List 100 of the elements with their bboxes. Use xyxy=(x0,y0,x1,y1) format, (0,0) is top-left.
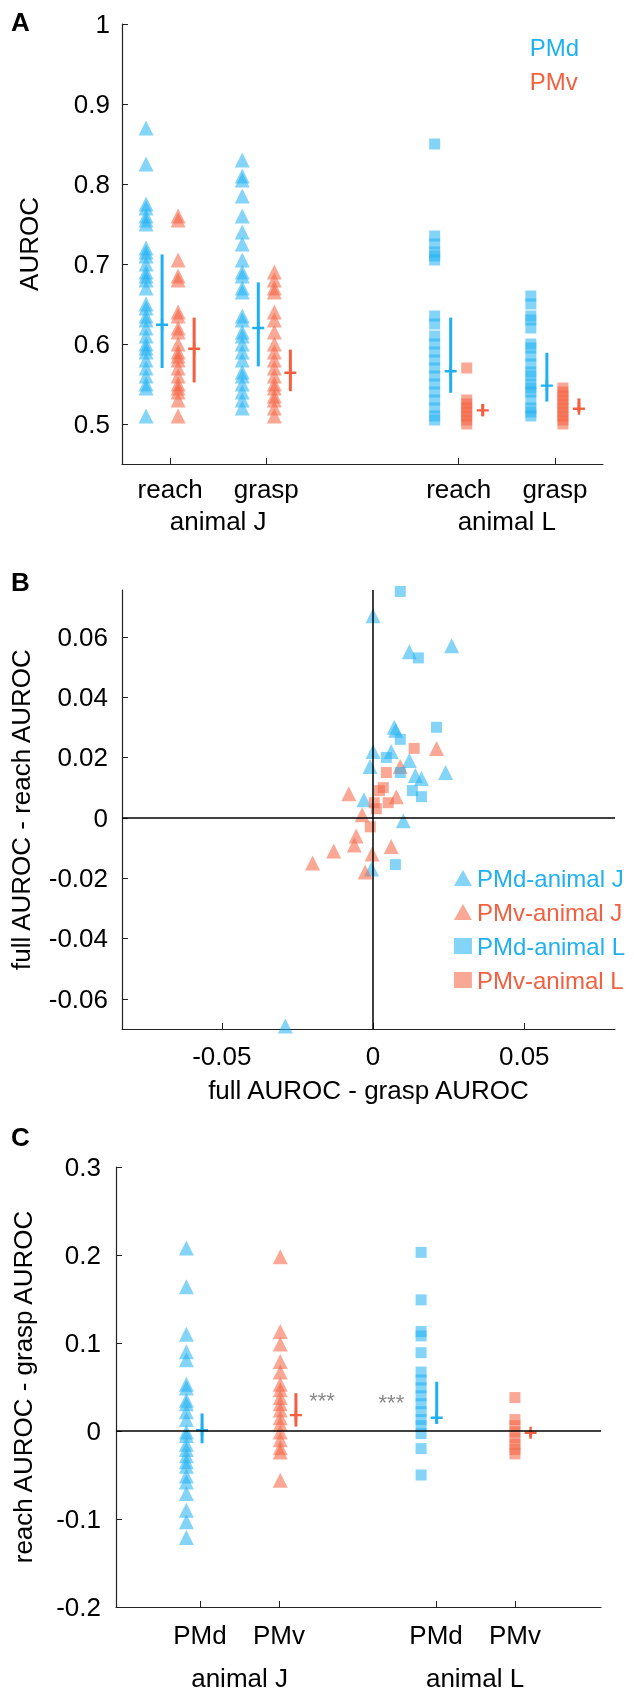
point xyxy=(272,1353,288,1369)
point xyxy=(266,312,282,328)
point xyxy=(178,1529,194,1545)
point xyxy=(525,322,537,334)
point xyxy=(170,408,186,424)
point xyxy=(170,392,186,408)
y-tick-label: 0.8 xyxy=(73,169,110,199)
point xyxy=(170,308,186,324)
y-tick-label: -0.2 xyxy=(56,1592,101,1622)
text: reach xyxy=(137,474,203,504)
point xyxy=(234,224,250,240)
point xyxy=(415,1443,427,1455)
point xyxy=(415,1347,427,1359)
point xyxy=(178,1474,194,1490)
point xyxy=(266,324,282,340)
point xyxy=(524,1426,537,1439)
legend-label: PMd-animal J xyxy=(476,864,624,892)
text: PMv xyxy=(488,1620,541,1650)
y-tick-label: -0.1 xyxy=(56,1504,101,1534)
text: animal L xyxy=(425,1663,525,1693)
point xyxy=(272,1249,288,1265)
annotation: *** xyxy=(378,1390,405,1416)
point xyxy=(341,786,357,802)
text: animal J xyxy=(191,1663,289,1693)
point xyxy=(476,404,489,417)
point xyxy=(415,1246,427,1258)
point xyxy=(380,751,392,763)
point xyxy=(429,318,441,330)
x-axis-title: full AUROC - grasp AUROC xyxy=(208,1075,529,1105)
point xyxy=(525,410,537,422)
y-tick-label: -0.02 xyxy=(48,863,108,894)
point xyxy=(525,298,537,310)
point xyxy=(234,268,250,284)
y-tick-label: 0.7 xyxy=(73,249,110,279)
chart-title: C xyxy=(11,1122,30,1152)
text: PMd xyxy=(173,1620,227,1650)
point xyxy=(431,721,443,733)
point xyxy=(138,156,154,172)
y-tick-label: 0.06 xyxy=(57,621,108,652)
point xyxy=(413,771,429,787)
y-tick-label: -0.04 xyxy=(48,923,108,954)
point xyxy=(394,767,406,779)
point xyxy=(178,1380,194,1396)
point xyxy=(394,733,406,745)
y-tick-label: 0.6 xyxy=(73,329,110,359)
text: reach xyxy=(426,474,492,504)
point xyxy=(234,252,250,268)
point xyxy=(305,855,321,871)
point xyxy=(461,418,473,430)
point xyxy=(346,837,362,853)
point xyxy=(266,408,282,424)
point xyxy=(277,1018,293,1034)
point xyxy=(138,408,154,424)
point xyxy=(356,792,372,808)
text: PMv xyxy=(529,67,578,95)
point xyxy=(272,1364,288,1380)
point xyxy=(234,172,250,188)
y-tick-label: 0.04 xyxy=(57,682,108,713)
annotation: *** xyxy=(309,1387,336,1413)
point xyxy=(415,1469,427,1481)
legend-label: PMd-animal L xyxy=(476,932,626,960)
legend-label: PMv-animal L xyxy=(476,966,624,994)
point xyxy=(401,752,417,768)
point xyxy=(234,284,250,300)
point xyxy=(383,838,399,854)
y-tick-label: 0.1 xyxy=(64,1328,101,1358)
point xyxy=(382,797,394,809)
point xyxy=(461,362,473,374)
point xyxy=(138,120,154,136)
point xyxy=(234,400,250,416)
point xyxy=(234,152,250,168)
y-tick-label: -0.06 xyxy=(48,983,108,1014)
point xyxy=(178,1502,194,1518)
point xyxy=(138,216,154,232)
y-axis-title: full AUROC - reach AUROC xyxy=(6,649,36,970)
point xyxy=(178,1240,194,1256)
point xyxy=(170,252,186,268)
x-tick-label: 0.05 xyxy=(498,1041,550,1071)
point xyxy=(509,1392,521,1404)
point xyxy=(170,324,186,340)
point xyxy=(429,254,441,266)
point xyxy=(178,1352,194,1368)
point xyxy=(234,208,250,224)
point xyxy=(170,272,186,288)
point xyxy=(412,652,424,664)
point xyxy=(234,188,250,204)
point xyxy=(138,280,154,296)
point xyxy=(178,1279,194,1295)
y-tick-label: 0.02 xyxy=(57,742,108,773)
point xyxy=(429,414,441,426)
point xyxy=(557,418,569,430)
point xyxy=(272,1472,288,1488)
point xyxy=(234,352,250,368)
point xyxy=(357,864,373,880)
point xyxy=(415,1330,427,1342)
chart-title: A xyxy=(11,7,30,37)
point xyxy=(326,843,342,859)
chart-title: B xyxy=(11,567,30,597)
point xyxy=(509,1448,521,1460)
point xyxy=(444,638,460,654)
